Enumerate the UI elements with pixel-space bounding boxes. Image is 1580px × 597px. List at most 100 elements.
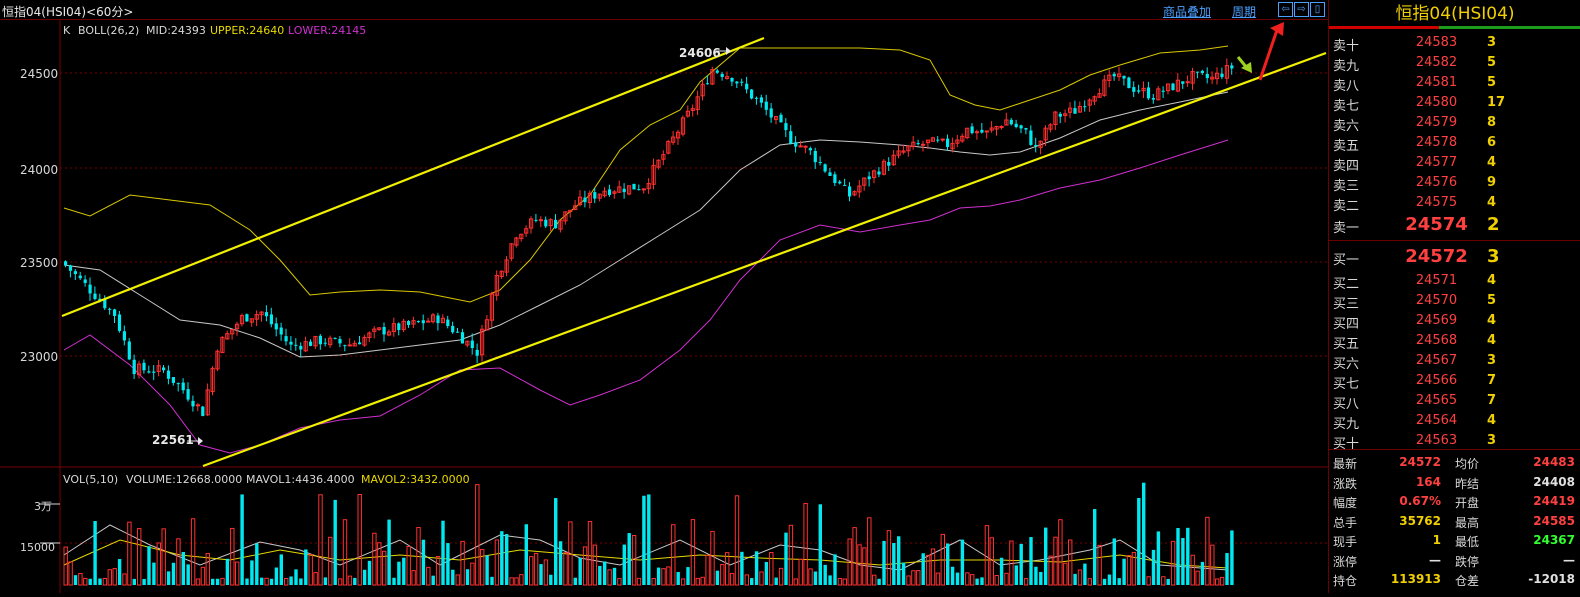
- volume-bar: [558, 541, 563, 585]
- volume-bar: [877, 578, 881, 585]
- bid-row[interactable]: 买四 24569 4: [1329, 310, 1580, 332]
- ask-row[interactable]: 卖一 24574 2: [1329, 214, 1580, 236]
- bid-row[interactable]: 买一 24572 3: [1329, 246, 1580, 268]
- bid-volume: 4: [1487, 313, 1497, 328]
- candle-body: [612, 191, 617, 194]
- ask-row[interactable]: 卖五 24578 6: [1329, 132, 1580, 154]
- candle-body: [725, 76, 730, 79]
- volume-bar: [1073, 573, 1077, 585]
- candle-body: [857, 185, 862, 193]
- scroll-right-icon[interactable]: ⇨: [1294, 2, 1309, 17]
- candle-body: [367, 332, 372, 338]
- candle-body: [1053, 111, 1058, 125]
- volume-bar: [852, 527, 857, 586]
- volume-bar: [671, 524, 676, 586]
- candle-body: [391, 323, 396, 332]
- indicator-lower: LOWER:24145: [288, 24, 366, 37]
- scroll-left-icon[interactable]: ⇦: [1278, 2, 1293, 17]
- volume-bar: [872, 574, 877, 586]
- candle-body: [896, 150, 901, 156]
- candle-body: [446, 319, 450, 327]
- volume-bar: [828, 575, 832, 585]
- candle-body: [171, 377, 175, 383]
- volume-bar: [867, 517, 872, 586]
- bid-ask-ratio-bar-ask: [1329, 26, 1439, 29]
- ask-level-label: 卖三: [1333, 179, 1360, 194]
- candle-body: [284, 336, 288, 342]
- candle-body: [813, 150, 817, 163]
- volume-bar: [455, 574, 460, 586]
- kline-chart-area[interactable]: K BOLL(26,2) MID:24393 UPPER:24640 LOWER…: [0, 20, 1328, 593]
- volume-bar: [1122, 558, 1126, 585]
- candle-body: [1029, 130, 1033, 145]
- volume-bar: [1142, 482, 1146, 585]
- candle-body: [573, 205, 578, 211]
- candle-body: [1205, 73, 1209, 79]
- volume-bar: [1093, 509, 1097, 585]
- candle-body: [245, 314, 249, 322]
- ask-row[interactable]: 卖九 24582 5: [1329, 52, 1580, 74]
- candle-body: [1122, 75, 1126, 79]
- candle-body: [1215, 72, 1220, 80]
- candle-body: [480, 328, 485, 356]
- candle-body: [578, 196, 583, 206]
- bid-row[interactable]: 买二 24571 4: [1329, 270, 1580, 292]
- ask-level-label: 卖一: [1333, 221, 1360, 236]
- bid-row[interactable]: 买三 24570 5: [1329, 290, 1580, 312]
- ask-row[interactable]: 卖三 24576 9: [1329, 172, 1580, 194]
- volume-bar: [460, 540, 465, 586]
- bid-row[interactable]: 买十 24563 3: [1329, 430, 1580, 452]
- volume-bar: [117, 559, 122, 585]
- volume-bar: [607, 569, 612, 586]
- candle-body: [323, 342, 327, 344]
- candle-body: [680, 117, 686, 135]
- volume-bar: [509, 577, 514, 586]
- candle-body: [93, 293, 97, 299]
- volume-bar: [925, 554, 931, 586]
- ask-row[interactable]: 卖六 24579 8: [1329, 112, 1580, 134]
- candle-body: [489, 293, 494, 321]
- candle-body: [980, 129, 984, 133]
- candle-body: [338, 339, 342, 344]
- bid-row[interactable]: 买六 24567 3: [1329, 350, 1580, 372]
- bid-row[interactable]: 买七 24566 7: [1329, 370, 1580, 392]
- bid-row[interactable]: 买八 24565 7: [1329, 390, 1580, 412]
- bid-row[interactable]: 买九 24564 4: [1329, 410, 1580, 432]
- y-label-23000: 23000: [20, 350, 58, 364]
- period-link[interactable]: 周期: [1232, 5, 1257, 19]
- candle-body: [1024, 128, 1028, 130]
- volume-bar: [994, 575, 999, 586]
- info-value: 24419: [1533, 494, 1575, 508]
- bid-row[interactable]: 买五 24568 4: [1329, 330, 1580, 352]
- volume-bar: [1131, 551, 1137, 586]
- volume-bar: [337, 578, 343, 586]
- ask-row[interactable]: 卖七 24580 17: [1329, 92, 1580, 114]
- candle-body: [960, 135, 965, 142]
- volume-bar: [1225, 553, 1229, 585]
- ask-row[interactable]: 卖四 24577 4: [1329, 152, 1580, 174]
- candle-body: [142, 362, 146, 371]
- overlay-link[interactable]: 商品叠加: [1163, 5, 1212, 19]
- toggle-panel-icon[interactable]: ▯: [1310, 2, 1325, 17]
- chart-header: 恒指04(HSI04)<60分> 商品叠加 周期 ⇦ ⇨ ▯: [0, 0, 1330, 20]
- volume-bar: [617, 578, 622, 586]
- volume-bar: [156, 542, 162, 586]
- candle-body: [637, 189, 641, 191]
- candle-body: [456, 331, 460, 333]
- candle-body: [440, 317, 445, 324]
- vol-mavol2: MAVOL2:3432.0000: [361, 473, 470, 486]
- ask-row[interactable]: 卖十 24583 3: [1329, 32, 1580, 54]
- candle-body: [984, 130, 989, 133]
- candle-body: [916, 143, 920, 145]
- candle-body: [730, 77, 734, 82]
- candle-body: [73, 271, 77, 275]
- candle-body: [230, 329, 235, 335]
- candle-body: [936, 139, 940, 141]
- ask-row[interactable]: 卖八 24581 5: [1329, 72, 1580, 94]
- volume-bar: [1039, 571, 1043, 585]
- ask-row[interactable]: 卖二 24575 4: [1329, 192, 1580, 214]
- candle-body: [1048, 124, 1053, 130]
- volume-bar: [1186, 527, 1190, 585]
- volume-bar: [435, 556, 441, 586]
- candle-body: [460, 332, 465, 344]
